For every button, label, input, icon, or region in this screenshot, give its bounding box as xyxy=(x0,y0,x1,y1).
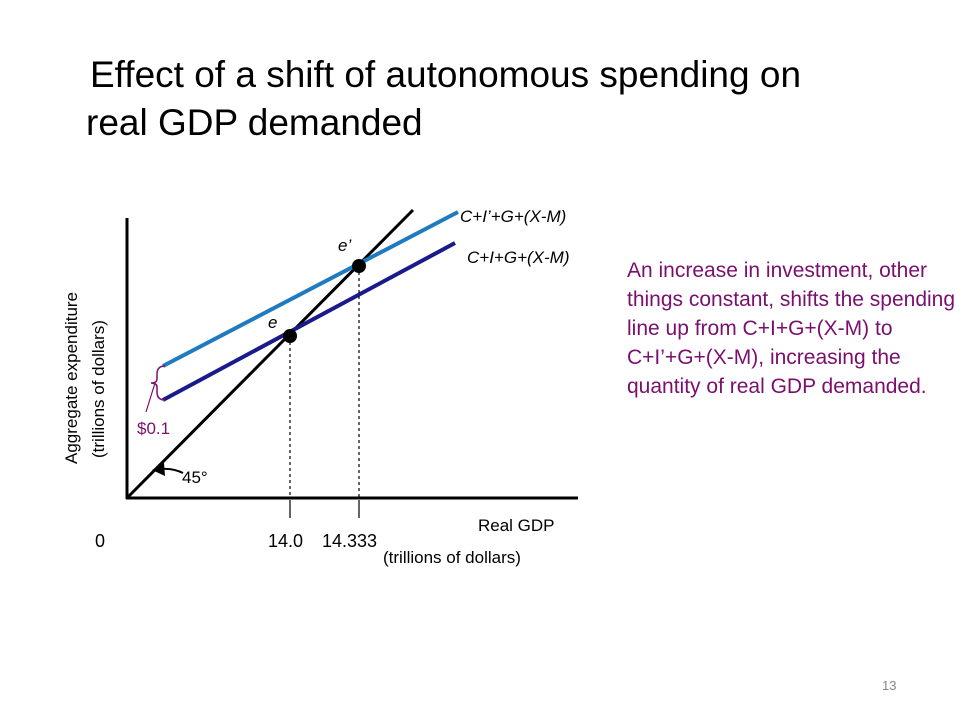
slide-title-line-1: Effect of a shift of autonomous spending… xyxy=(90,54,802,95)
shift-pointer-line xyxy=(145,382,156,413)
slide-number: 13 xyxy=(882,678,897,693)
explanation-text: An increase in investment, other things … xyxy=(627,259,956,398)
original-spending-line-label: C+I+G+(X-M) xyxy=(467,248,570,267)
point-label-initial: e xyxy=(268,313,277,332)
shift-brace xyxy=(150,365,166,401)
equilibrium-point-initial xyxy=(283,329,297,343)
point-label-new: e’ xyxy=(338,236,351,255)
shift-amount-label: $0.1 xyxy=(137,419,170,438)
x-axis-label-line-1: Real GDP xyxy=(478,516,555,535)
equilibrium-point-new xyxy=(352,259,366,273)
x-axis-label-line-2: (trillions of dollars) xyxy=(383,548,521,567)
x-tick-label-first: 14.0 xyxy=(268,531,303,551)
original-spending-line xyxy=(162,241,456,402)
angle-arrowhead xyxy=(152,463,165,476)
x-tick-label-second: 14.333 xyxy=(322,531,377,551)
new-spending-line-label: C+I’+G+(X-M) xyxy=(460,207,566,226)
y-axis-label-line-1: Aggregate expenditure xyxy=(62,292,81,464)
forty-five-degree-line xyxy=(125,208,415,500)
y-axis-label-line-2: (trillions of dollars) xyxy=(89,320,108,458)
angle-label: 45° xyxy=(182,468,208,487)
origin-label: 0 xyxy=(95,531,105,551)
slide-title-line-2: real GDP demanded xyxy=(86,102,423,143)
new-spending-line xyxy=(162,210,459,368)
